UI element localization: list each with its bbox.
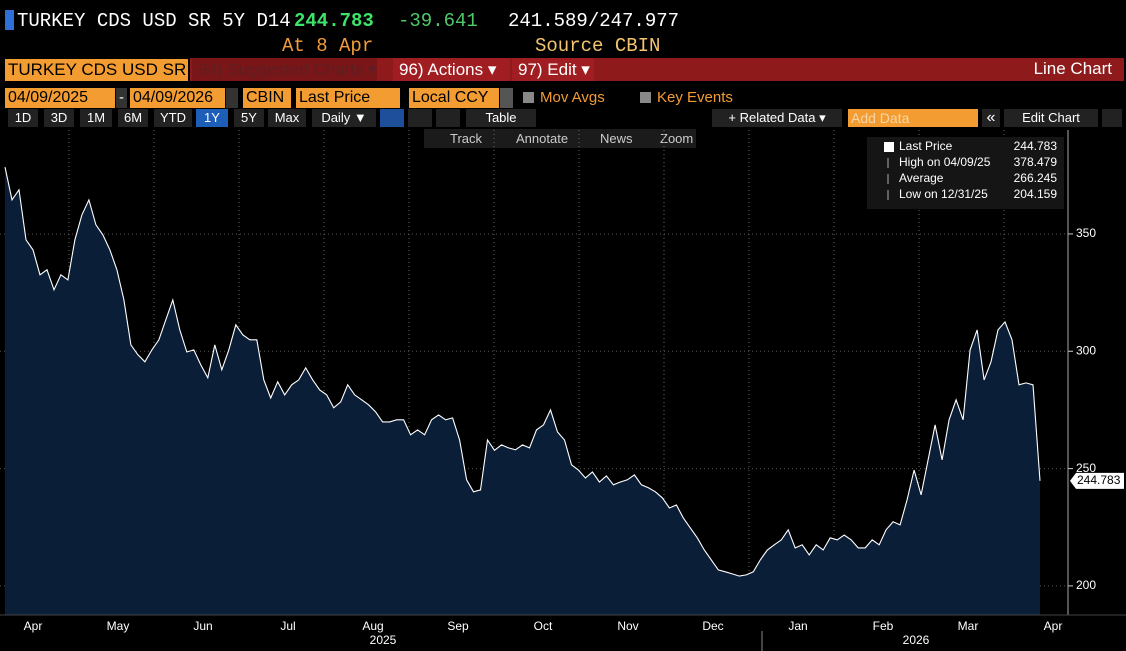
- related-data[interactable]: + Related Data ▾: [712, 109, 842, 127]
- checkbox[interactable]: [640, 92, 651, 103]
- bid-ask: 241.589/247.977: [508, 10, 680, 32]
- date-dash: -: [119, 89, 124, 106]
- line-icon[interactable]: [380, 109, 404, 127]
- period-button[interactable]: 1Y: [196, 109, 228, 127]
- source-field[interactable]: CBIN: [243, 88, 291, 108]
- currency-select[interactable]: Local CCY: [409, 88, 499, 108]
- ticker-flag: [5, 10, 14, 30]
- legend-value: 204.159: [1014, 187, 1058, 201]
- x-tick-label: Apr: [24, 619, 43, 633]
- mov-avgs[interactable]: Mov Avgs: [540, 89, 605, 106]
- y-tick-label: 300: [1076, 343, 1096, 357]
- calendar-icon[interactable]: [226, 88, 238, 108]
- table-button[interactable]: Table: [466, 109, 536, 127]
- security-field[interactable]: TURKEY CDS USD SR: [5, 59, 188, 81]
- y-tick-label: 200: [1076, 578, 1096, 592]
- tool-track[interactable]: Track: [450, 131, 483, 146]
- edit-menu[interactable]: 97) Edit ▾: [512, 58, 594, 81]
- field-select[interactable]: Last Price: [296, 88, 400, 108]
- period-button[interactable]: YTD: [154, 109, 192, 127]
- x-tick-label: Sep: [447, 619, 469, 633]
- legend-label: Last Price: [899, 139, 953, 153]
- x-tick-label: May: [107, 619, 130, 633]
- legend-value: 378.479: [1014, 155, 1058, 169]
- dropdown-arrow[interactable]: [500, 88, 513, 108]
- x-tick-label: Oct: [534, 619, 553, 633]
- y-tick-label: 350: [1076, 226, 1096, 240]
- icon-menu[interactable]: [436, 109, 460, 127]
- suggested-charts[interactable]: 94) Suggested Charts ▾: [192, 58, 377, 81]
- tool-annotate[interactable]: Annotate: [516, 131, 569, 146]
- actions-menu[interactable]: 96) Actions ▾: [393, 58, 510, 81]
- period-button[interactable]: Max: [268, 109, 306, 127]
- as-of: At 8 Apr: [282, 35, 374, 57]
- frequency[interactable]: Daily ▼: [312, 109, 376, 127]
- period-button[interactable]: 1M: [80, 109, 112, 127]
- legend-swatch: [884, 142, 894, 152]
- legend-value: 266.245: [1014, 171, 1058, 185]
- legend-label: Average: [899, 171, 944, 185]
- period-button[interactable]: 5Y: [234, 109, 264, 127]
- start-date[interactable]: 04/09/2025: [5, 88, 115, 108]
- x-tick-label: Feb: [873, 619, 894, 633]
- legend-label: Low on 12/31/25: [899, 187, 988, 201]
- last-label: 244.783: [1077, 473, 1121, 487]
- year-label: 2026: [903, 633, 930, 647]
- last-marker: [1070, 472, 1124, 489]
- collapse[interactable]: «: [982, 109, 1000, 127]
- x-tick-label: Nov: [617, 619, 638, 633]
- settings[interactable]: [1102, 109, 1122, 127]
- x-tick-label: Mar: [958, 619, 979, 633]
- chart-type: Line Chart: [1033, 59, 1112, 78]
- area-fill: [5, 167, 1040, 615]
- legend-value: 244.783: [1014, 139, 1058, 153]
- add-data[interactable]: Add Data: [848, 109, 978, 127]
- key-events[interactable]: Key Events: [657, 89, 733, 106]
- x-tick-label: Apr: [1044, 619, 1063, 633]
- checkbox[interactable]: [523, 92, 534, 103]
- tool-news[interactable]: News: [600, 131, 633, 146]
- legend-label: High on 04/09/25: [899, 155, 991, 169]
- x-tick-label: Jul: [280, 619, 295, 633]
- calendar-icon[interactable]: [116, 88, 127, 108]
- source: Source CBIN: [535, 35, 661, 57]
- tool-zoom[interactable]: Zoom: [660, 131, 694, 146]
- x-tick-label: Jan: [788, 619, 807, 633]
- price-line: [4, 166, 1041, 577]
- end-date[interactable]: 04/09/2026: [130, 88, 225, 108]
- period-button[interactable]: 6M: [118, 109, 148, 127]
- bar-icon[interactable]: [408, 109, 432, 127]
- ticker: TURKEY CDS USD SR 5Y D14: [17, 10, 291, 32]
- y-tick-label: 250: [1076, 461, 1096, 475]
- x-tick-label: Jun: [193, 619, 212, 633]
- period-button[interactable]: 3D: [44, 109, 74, 127]
- chart: 200 250 300 350 244.783 Apr May Jun Jul Aug Sep Oct…: [0, 130, 1126, 651]
- year-label: 2025: [370, 633, 397, 647]
- change: -39.641: [398, 10, 478, 32]
- x-tick-label: Dec: [702, 619, 723, 633]
- period-button[interactable]: 1D: [8, 109, 38, 127]
- x-tick-label: Aug: [362, 619, 383, 633]
- legend-box: [867, 137, 1064, 209]
- tool-bar: [424, 129, 696, 148]
- edit-chart[interactable]: Edit Chart: [1004, 109, 1098, 127]
- last-price: 244.783: [294, 10, 374, 32]
